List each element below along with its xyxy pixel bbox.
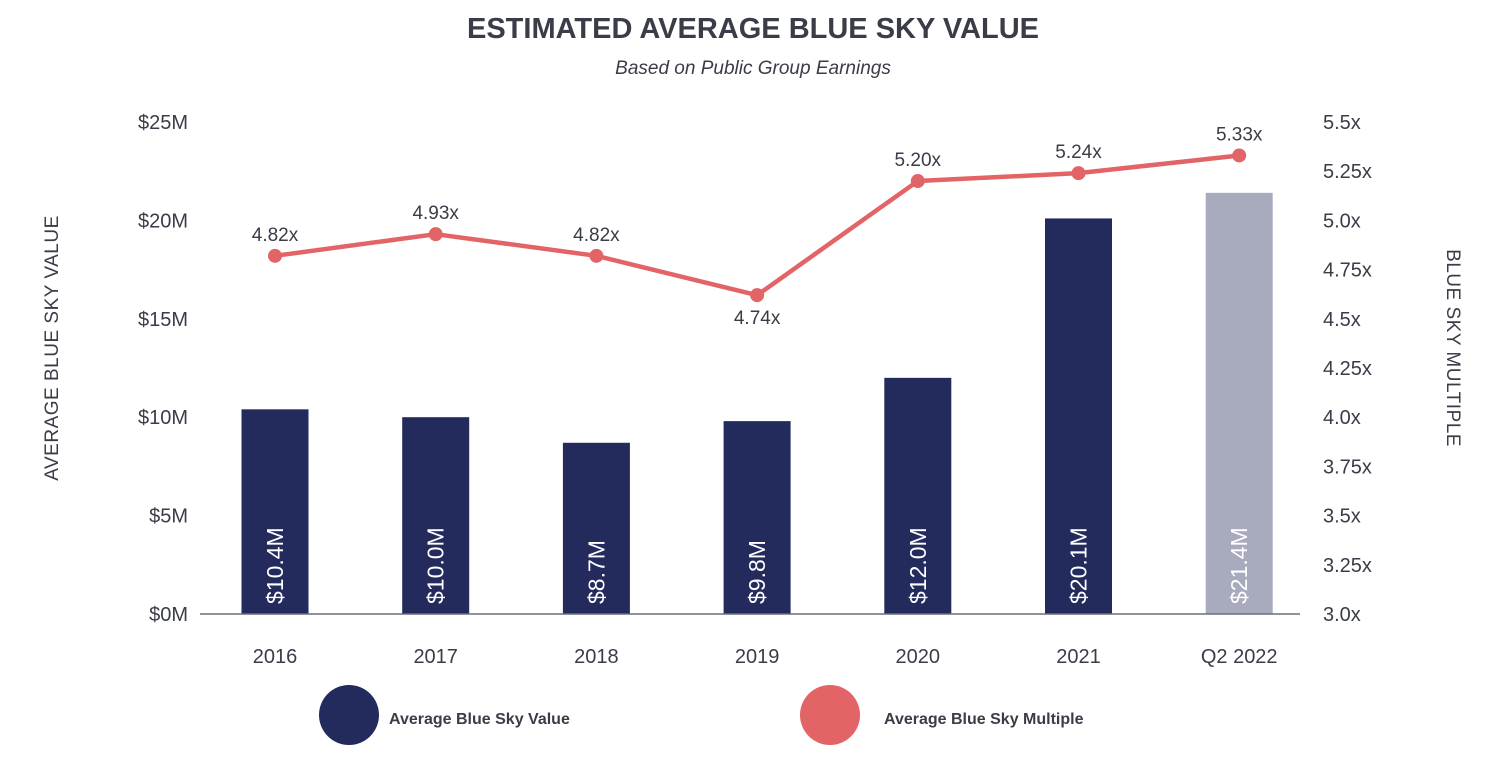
x-tick-label: 2021 (1056, 646, 1101, 668)
y-tick-label: $20M (138, 210, 188, 232)
y-axis-title: AVERAGE BLUE SKY VALUE (42, 215, 63, 481)
y2-axis-title: BLUE SKY MULTIPLE (1442, 249, 1463, 447)
multiple-point-label: 4.93x (412, 203, 459, 224)
multiple-point-label: 4.82x (252, 225, 299, 246)
y2-tick-label: 4.5x (1323, 309, 1361, 331)
multiple-point (1232, 148, 1247, 163)
multiple-point (1071, 166, 1086, 181)
y2-tick-label: 3.25x (1323, 555, 1372, 577)
legend: Average Blue Sky Value Average Blue Sky M… (319, 685, 1084, 745)
legend-multiple-label: Average Blue Sky Multiple (884, 711, 1084, 728)
bar-value-label: $12.0M (905, 527, 931, 604)
y2-tick-label: 3.5x (1323, 506, 1361, 528)
multiple-point-label: 5.33x (1216, 124, 1263, 145)
bar (402, 417, 470, 614)
y-tick-label: $15M (138, 309, 188, 331)
multiple-point-label: 5.20x (895, 150, 942, 171)
y-tick-label: $10M (138, 407, 188, 429)
y2-tick-label: 4.25x (1323, 358, 1372, 380)
bar (1205, 192, 1273, 614)
bar (562, 442, 630, 614)
y2-tick-label: 5.5x (1323, 112, 1361, 134)
y2-tick-label: 5.0x (1323, 210, 1361, 232)
bar-value-label: $10.4M (262, 527, 288, 604)
x-axis-ticks: 2016 2017 2018 2019 2020 2021 Q2 2022 (253, 646, 1278, 668)
multiple-point (750, 288, 765, 303)
chart-subtitle: Based on Public Group Earnings (615, 58, 891, 79)
y2-tick-label: 4.75x (1323, 260, 1372, 282)
y2-tick-label: 3.0x (1323, 604, 1361, 626)
bar (884, 377, 952, 614)
y2-tick-label: 5.25x (1323, 161, 1372, 183)
x-tick-label: 2019 (735, 646, 780, 668)
legend-value-swatch (319, 685, 379, 745)
x-tick-label: Q2 2022 (1201, 646, 1278, 668)
bar-value-label: $20.1M (1066, 527, 1092, 604)
y-tick-label: $5M (149, 506, 188, 528)
legend-value-label: Average Blue Sky Value (389, 711, 570, 728)
y2-axis-ticks: 3.0x 3.25x 3.5x 3.75x 4.0x 4.25x 4.5x 4.75x 5.0x… (1323, 112, 1372, 626)
chart-title: ESTIMATED AVERAGE BLUE SKY VALUE (467, 13, 1039, 45)
bar-value-label: $10.0M (423, 527, 449, 604)
bar (723, 421, 791, 614)
bar (241, 409, 309, 614)
y2-tick-label: 4.0x (1323, 407, 1361, 429)
y2-tick-label: 3.75x (1323, 456, 1372, 478)
legend-multiple-swatch (800, 685, 860, 745)
multiple-point (428, 227, 443, 242)
bar (1045, 218, 1112, 614)
bar-series: $10.4M $10.0M $8.7M $9.8M $12.0M $20.1M $21.4M (241, 192, 1273, 614)
x-tick-label: 2018 (574, 646, 619, 668)
multiple-point-label: 5.24x (1055, 142, 1102, 163)
multiple-point (910, 174, 925, 189)
x-tick-label: 2020 (896, 646, 941, 668)
line-series: 4.82x 4.93x 4.82x 4.74x 5.20x 5.24x 5.33x (252, 124, 1263, 329)
multiple-point (268, 248, 282, 263)
x-tick-label: 2016 (253, 646, 298, 668)
bar-value-label: $21.4M (1226, 527, 1252, 604)
y-tick-label: $25M (138, 112, 188, 134)
x-tick-label: 2017 (413, 646, 458, 668)
y-tick-label: $0M (149, 604, 188, 626)
multiple-point-label: 4.82x (573, 225, 620, 246)
bar-value-label: $8.7M (583, 540, 609, 604)
multiple-point (589, 248, 604, 263)
y-axis-ticks: $0M $5M $10M $15M $20M $25M (138, 112, 188, 626)
bar-value-label: $9.8M (744, 540, 770, 604)
multiple-point-label: 4.74x (734, 308, 781, 329)
